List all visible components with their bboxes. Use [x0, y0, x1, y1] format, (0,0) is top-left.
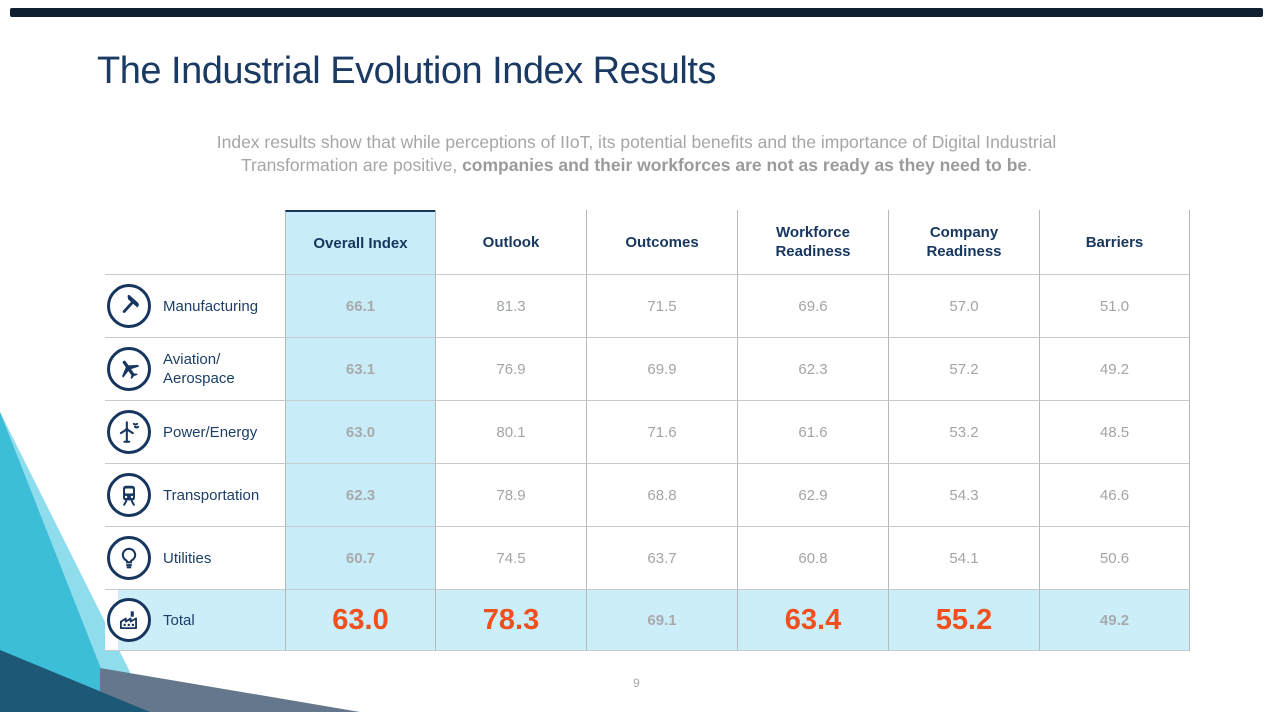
cell-aviation-overall: 63.1 — [285, 337, 435, 400]
table-row-aviation-aerospace: Aviation/ Aerospace — [105, 337, 285, 400]
cell-transportation-workforce: 62.9 — [737, 463, 888, 526]
cell-power-workforce: 61.6 — [737, 400, 888, 463]
cell-utilities-barriers: 50.6 — [1039, 526, 1190, 589]
cell-aviation-outlook: 76.9 — [435, 337, 586, 400]
subtitle-line2-suffix: . — [1027, 155, 1033, 175]
row-label: Utilities — [163, 549, 212, 567]
row-label: Manufacturing — [163, 297, 259, 315]
wind-turbine-icon — [107, 410, 151, 454]
column-header-outlook: Outlook — [435, 210, 586, 274]
row-label: Aviation/ Aerospace — [163, 351, 235, 387]
train-icon — [107, 473, 151, 517]
cell-manufacturing-barriers: 51.0 — [1039, 274, 1190, 337]
cell-transportation-company: 54.3 — [888, 463, 1039, 526]
column-header-company-readiness: Company Readiness — [888, 210, 1039, 274]
cell-total-overall: 63.0 — [285, 589, 435, 651]
cell-transportation-outlook: 78.9 — [435, 463, 586, 526]
table-row-power-energy: Power/Energy — [105, 400, 285, 463]
cell-aviation-company: 57.2 — [888, 337, 1039, 400]
subtitle: Index results show that while perception… — [0, 131, 1273, 177]
cell-transportation-barriers: 46.6 — [1039, 463, 1190, 526]
hammer-icon — [107, 284, 151, 328]
row-label: Total — [163, 611, 195, 629]
top-accent-bar — [10, 8, 1263, 17]
cell-aviation-outcomes: 69.9 — [586, 337, 737, 400]
cell-power-barriers: 48.5 — [1039, 400, 1190, 463]
cell-power-outlook: 80.1 — [435, 400, 586, 463]
lightbulb-icon — [107, 536, 151, 580]
cell-manufacturing-outlook: 81.3 — [435, 274, 586, 337]
subtitle-line2-prefix: Transformation are positive, — [240, 155, 463, 175]
cell-total-company: 55.2 — [888, 589, 1039, 651]
column-header-outcomes: Outcomes — [586, 210, 737, 274]
page-title: The Industrial Evolution Index Results — [97, 50, 716, 92]
subtitle-line2-bold: companies and their workforces are not a… — [462, 155, 1028, 175]
cell-power-overall: 63.0 — [285, 400, 435, 463]
cell-manufacturing-workforce: 69.6 — [737, 274, 888, 337]
cell-total-workforce: 63.4 — [737, 589, 888, 651]
cell-total-outlook: 78.3 — [435, 589, 586, 651]
page-number: 9 — [633, 676, 640, 690]
cell-utilities-workforce: 60.8 — [737, 526, 888, 589]
cell-aviation-workforce: 62.3 — [737, 337, 888, 400]
cell-utilities-company: 54.1 — [888, 526, 1039, 589]
row-label: Transportation — [163, 486, 260, 504]
cell-total-outcomes: 69.1 — [586, 589, 737, 651]
column-header-overall-index: Overall Index — [285, 210, 435, 274]
cell-utilities-overall: 60.7 — [285, 526, 435, 589]
header-spacer — [105, 210, 285, 274]
row-label: Power/Energy — [163, 423, 258, 441]
cell-power-company: 53.2 — [888, 400, 1039, 463]
column-header-workforce-readiness: Workforce Readiness — [737, 210, 888, 274]
cell-utilities-outlook: 74.5 — [435, 526, 586, 589]
table-row-transportation: Transportation — [105, 463, 285, 526]
cell-manufacturing-outcomes: 71.5 — [586, 274, 737, 337]
cell-utilities-outcomes: 63.7 — [586, 526, 737, 589]
cell-total-barriers: 49.2 — [1039, 589, 1190, 651]
column-header-barriers: Barriers — [1039, 210, 1190, 274]
table-row-total: Total — [105, 589, 285, 651]
cell-transportation-outcomes: 68.8 — [586, 463, 737, 526]
cell-power-outcomes: 71.6 — [586, 400, 737, 463]
factory-icon — [107, 598, 151, 642]
cell-aviation-barriers: 49.2 — [1039, 337, 1190, 400]
subtitle-line1: Index results show that while perception… — [216, 132, 1057, 152]
index-results-table: Overall Index Outlook Outcomes Workforce… — [105, 210, 1190, 651]
table-row-manufacturing: Manufacturing — [105, 274, 285, 337]
cell-transportation-overall: 62.3 — [285, 463, 435, 526]
cell-manufacturing-overall: 66.1 — [285, 274, 435, 337]
airplane-icon — [107, 347, 151, 391]
cell-manufacturing-company: 57.0 — [888, 274, 1039, 337]
table-row-utilities: Utilities — [105, 526, 285, 589]
